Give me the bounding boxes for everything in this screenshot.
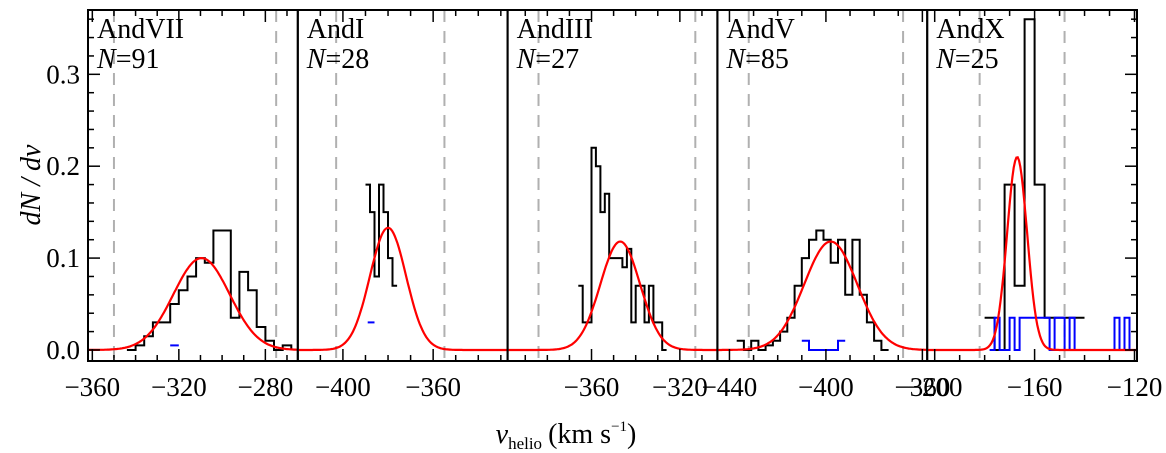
y-tick-label: 0.3	[46, 59, 80, 89]
x-axis-label-symbol: v	[496, 419, 509, 450]
gaussian-fit-curve	[297, 226, 508, 352]
x-tick-label: −440	[702, 372, 758, 402]
panel-count-value: =25	[955, 44, 999, 75]
x-tick-label: −360	[64, 372, 120, 402]
y-tick-label: 0.2	[46, 151, 80, 181]
x-tick-label: −320	[151, 372, 207, 402]
x-tick-label: −320	[652, 372, 708, 402]
x-tick-label: −400	[798, 372, 854, 402]
panel-count-value: =28	[325, 44, 369, 75]
panel-name-label: AndI	[307, 14, 365, 45]
nonmember-histogram	[801, 339, 846, 351]
y-axis: 0.0 0.1 0.2 0.3	[46, 18, 1137, 365]
member-histogram	[578, 146, 667, 351]
y-tick-label: 0.0	[46, 335, 80, 365]
panel-count-label: N=25	[935, 44, 998, 75]
panel-count-symbol: N	[306, 44, 327, 75]
y-tick-label: 0.1	[46, 243, 80, 273]
x-axis-label-unit: (km s	[548, 419, 611, 450]
x-tick-label: −360	[895, 372, 951, 402]
panel-frame	[926, 9, 1139, 362]
member-histogram	[126, 229, 293, 351]
panel-name-label: AndIII	[517, 14, 593, 45]
panel-count-value: =85	[745, 44, 789, 75]
panel-name-label: AndVII	[97, 14, 184, 45]
panel-count-value: =27	[535, 44, 579, 75]
panel-count-symbol: N	[96, 44, 117, 75]
x-tick-label: −200	[907, 372, 963, 402]
panel-count-label: N=28	[306, 44, 369, 75]
panel-count-symbol: N	[935, 44, 956, 75]
panel-count-symbol: N	[725, 44, 746, 75]
panel-count-label: N=27	[516, 44, 579, 75]
x-axis-label-subscript: helio	[508, 434, 542, 453]
member-histogram	[736, 229, 889, 351]
x-axis-label: vhelio (km s−1)	[496, 419, 637, 453]
x-tick-label: −360	[564, 372, 620, 402]
panel-count-symbol: N	[516, 44, 537, 75]
panel-count-value: =91	[116, 44, 160, 75]
gaussian-fit-curve	[88, 257, 298, 351]
x-tick-label: −120	[1107, 372, 1163, 402]
panel-count-label: N=91	[96, 44, 159, 75]
member-histogram	[365, 183, 398, 287]
panel-name-label: AndX	[936, 14, 1004, 45]
panel-count-label: N=85	[725, 44, 788, 75]
x-tick-label: −360	[405, 372, 461, 402]
x-tick-label: −280	[237, 372, 293, 402]
panel-name-label: AndV	[726, 14, 794, 45]
x-tick-label: −160	[1007, 372, 1063, 402]
nonmember-histogram	[989, 316, 1135, 351]
gaussian-fit-curve	[717, 240, 928, 352]
gaussian-fit-curve	[507, 240, 718, 352]
x-tick-label: −400	[315, 372, 371, 402]
x-axis-label-exponent: −1	[611, 419, 627, 435]
y-axis-label: dN / dv	[16, 144, 47, 225]
gaussian-fit-curve	[927, 156, 1137, 352]
x-axis-label-close: )	[627, 419, 636, 450]
